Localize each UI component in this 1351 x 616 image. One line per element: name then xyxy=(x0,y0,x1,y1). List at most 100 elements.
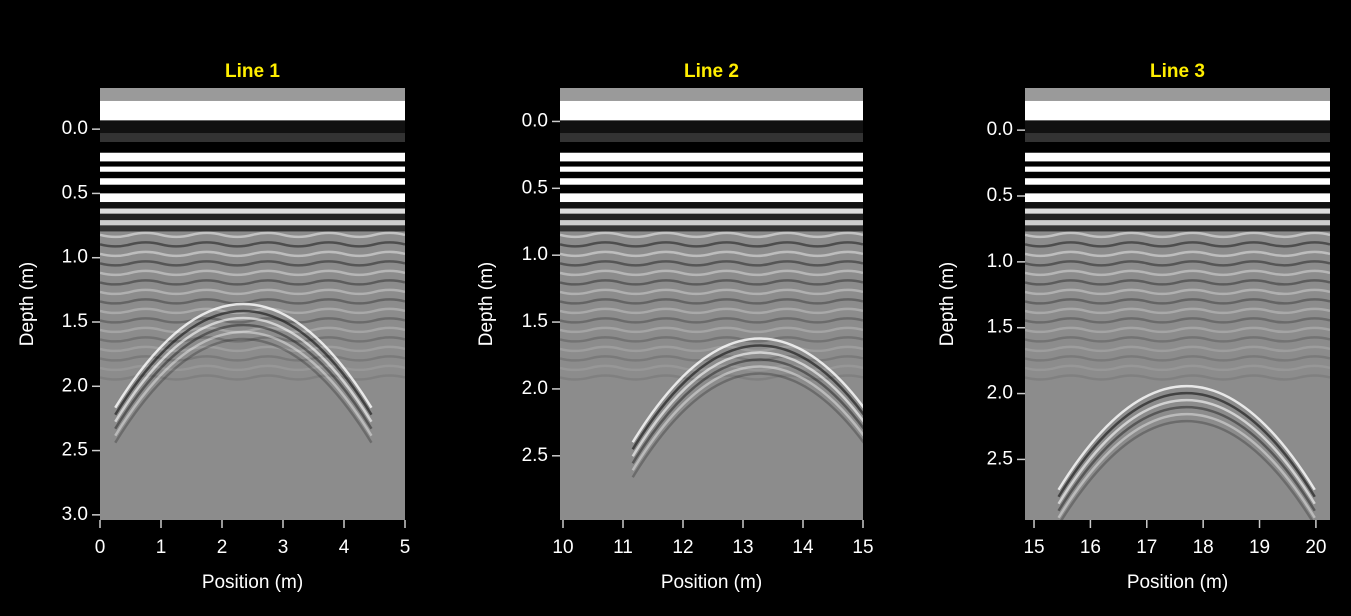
ripple xyxy=(560,298,863,305)
ripple xyxy=(560,317,863,324)
x-tick-label: 13 xyxy=(732,537,753,558)
band xyxy=(1025,166,1330,172)
ripple xyxy=(560,241,863,248)
band xyxy=(1025,213,1330,221)
band xyxy=(560,120,863,134)
ripple xyxy=(1025,355,1330,362)
ripple xyxy=(1025,250,1330,258)
band xyxy=(560,225,863,232)
x-tick-label: 15 xyxy=(852,537,873,558)
panel-title: Line 1 xyxy=(225,61,280,82)
ripple xyxy=(1025,298,1330,305)
y-tick-label: 0.5 xyxy=(62,182,88,203)
hyperbola xyxy=(114,302,373,409)
ripple xyxy=(100,317,405,324)
ripple xyxy=(1025,307,1330,315)
ripple xyxy=(560,250,863,258)
hyperbola xyxy=(1057,406,1316,512)
ripple xyxy=(1025,269,1330,277)
band xyxy=(1025,152,1330,162)
ripple xyxy=(560,326,863,334)
radargram xyxy=(1025,88,1330,520)
ripple xyxy=(560,260,863,267)
ripple xyxy=(560,231,863,239)
band xyxy=(560,142,863,153)
band xyxy=(1025,142,1330,153)
ripple xyxy=(560,307,863,315)
band xyxy=(1025,208,1330,214)
y-tick-label: 0.0 xyxy=(62,118,88,139)
y-tick-label: 0.5 xyxy=(987,185,1013,206)
band xyxy=(1025,202,1330,209)
band xyxy=(1025,120,1330,134)
x-axis-label: Position (m) xyxy=(202,572,303,593)
y-tick-label: 1.0 xyxy=(987,251,1013,272)
band xyxy=(560,133,863,142)
ripple xyxy=(100,241,405,248)
ripple xyxy=(100,326,405,334)
y-tick-label: 2.0 xyxy=(987,383,1013,404)
band xyxy=(560,166,863,172)
ripple xyxy=(1025,345,1330,353)
band xyxy=(100,220,405,226)
x-tick-label: 14 xyxy=(792,537,814,558)
ripple xyxy=(560,288,863,296)
x-tick-label: 3 xyxy=(278,537,289,558)
band xyxy=(1025,225,1330,232)
band xyxy=(100,161,405,167)
ripple xyxy=(100,231,405,239)
x-tick-label: 11 xyxy=(613,537,633,558)
radargram xyxy=(560,88,863,520)
x-tick-label: 5 xyxy=(400,537,411,558)
x-tick-label: 20 xyxy=(1305,537,1326,558)
band xyxy=(560,161,863,167)
ripple xyxy=(560,279,863,286)
hyperbola xyxy=(114,316,373,423)
band xyxy=(560,152,863,162)
ripple xyxy=(1025,326,1330,334)
band xyxy=(1025,171,1330,179)
band xyxy=(100,120,405,134)
hyperbola xyxy=(631,372,863,478)
band xyxy=(1025,88,1330,101)
y-tick-label: 2.0 xyxy=(522,378,548,399)
band xyxy=(100,208,405,214)
band xyxy=(560,208,863,214)
band xyxy=(100,166,405,172)
panel-title: Line 2 xyxy=(684,61,739,82)
y-axis-label: Depth (m) xyxy=(476,262,497,346)
band xyxy=(100,171,405,179)
y-tick-label: 1.0 xyxy=(62,247,88,268)
y-tick-label: 0.0 xyxy=(522,110,548,131)
x-tick-label: 10 xyxy=(552,537,573,558)
band xyxy=(560,100,863,121)
band xyxy=(560,88,863,101)
band xyxy=(1025,178,1330,185)
ripple xyxy=(560,374,863,381)
ripple xyxy=(100,336,405,343)
band xyxy=(560,171,863,179)
y-tick-label: 1.5 xyxy=(522,311,548,332)
y-tick-label: 1.5 xyxy=(987,317,1013,338)
ripple xyxy=(1025,374,1330,381)
hyperbola xyxy=(114,330,373,437)
ripple xyxy=(1025,288,1330,296)
band xyxy=(100,133,405,142)
y-tick-label: 1.0 xyxy=(522,244,548,265)
band xyxy=(100,193,405,203)
ripple xyxy=(100,298,405,305)
x-tick-label: 1 xyxy=(156,537,167,558)
x-tick-label: 17 xyxy=(1136,537,1157,558)
ripple xyxy=(560,336,863,343)
y-tick-label: 0.5 xyxy=(522,177,548,198)
band xyxy=(100,225,405,232)
hyperbola xyxy=(1057,413,1316,519)
y-tick-label: 2.5 xyxy=(62,440,88,461)
band xyxy=(560,213,863,221)
x-axis-label: Position (m) xyxy=(661,572,762,593)
y-tick-label: 3.0 xyxy=(62,504,88,525)
hyperbola xyxy=(631,351,863,457)
panel-title: Line 3 xyxy=(1150,61,1205,82)
hyperbola xyxy=(631,344,863,450)
ripple xyxy=(1025,241,1330,248)
